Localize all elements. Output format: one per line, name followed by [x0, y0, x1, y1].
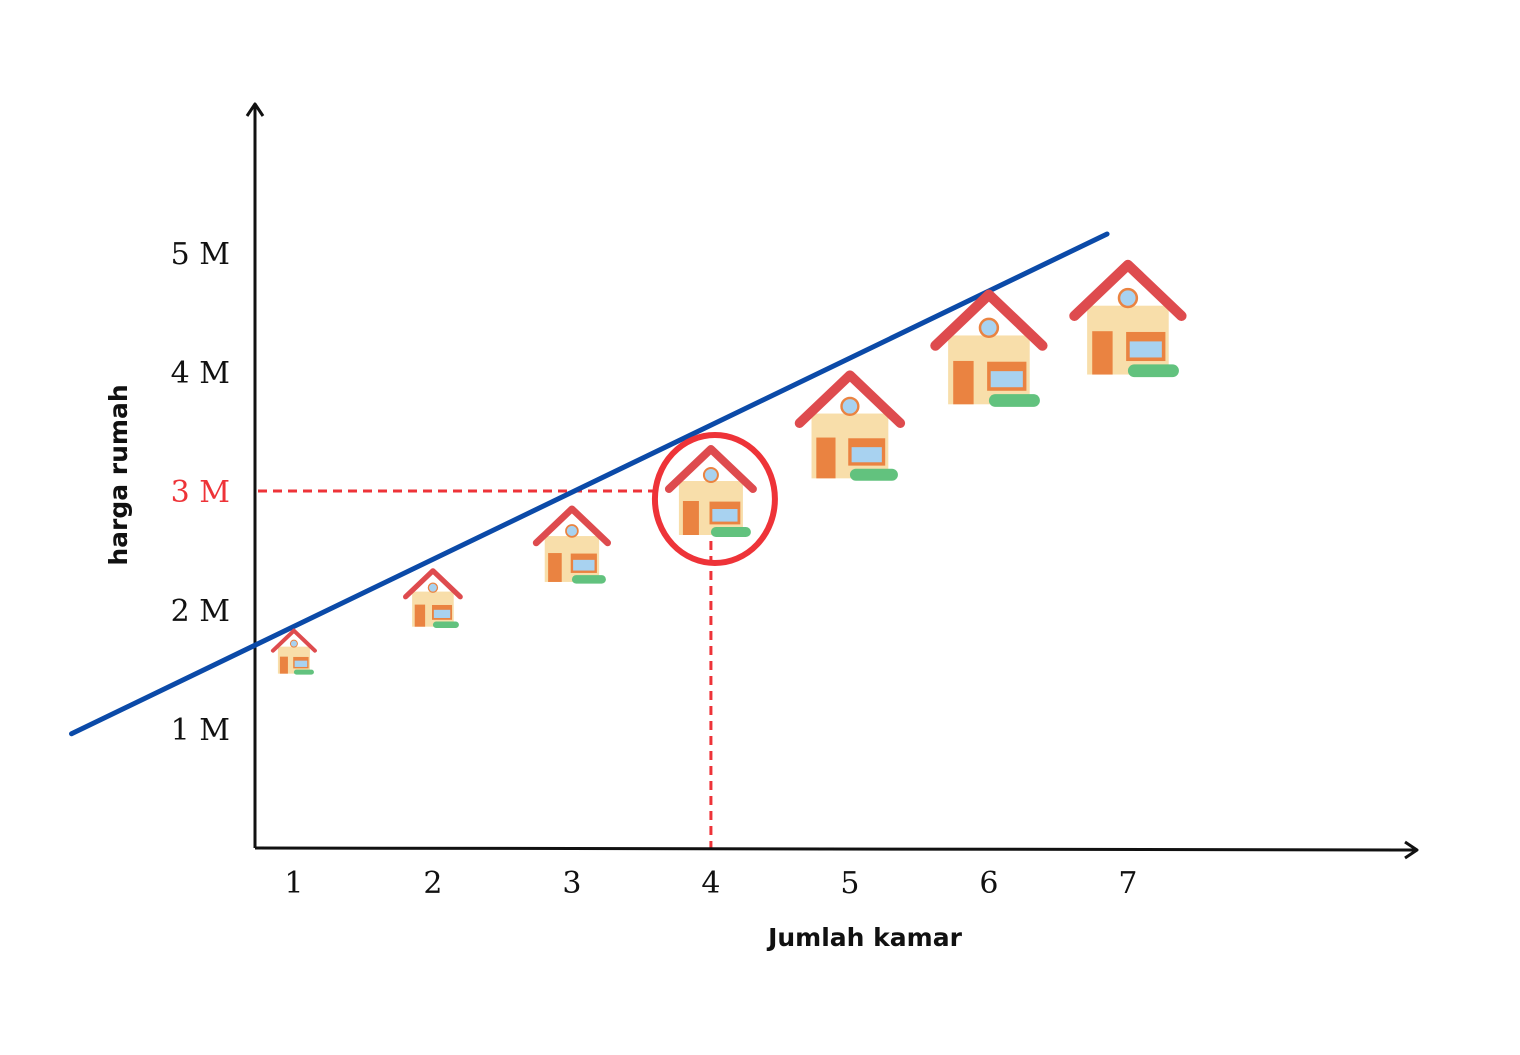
- house-icon-3: [532, 505, 612, 584]
- house-icon-6: [930, 289, 1048, 407]
- x-tick-label: 5: [840, 866, 859, 901]
- x-tick-labels: 1 2 3 4 5 6 7: [284, 866, 1137, 901]
- y-tick-label: 5 M: [171, 237, 230, 272]
- x-tick-label: 4: [701, 866, 720, 901]
- house-round-window: [289, 639, 298, 648]
- highlight-group: [651, 432, 778, 566]
- house-window-awning: [849, 439, 884, 448]
- house-door: [1092, 331, 1113, 375]
- house-door: [414, 604, 426, 627]
- house-window-awning: [988, 363, 1025, 372]
- houses: [270, 259, 1187, 675]
- house-window-awning: [710, 503, 739, 509]
- y-tick-label: 1 M: [171, 713, 230, 748]
- house-icon-7: [1069, 259, 1187, 378]
- house-bush: [988, 394, 1040, 407]
- house-icon-5: [794, 370, 906, 481]
- y-axis-arrow: [245, 102, 265, 117]
- house-bush: [710, 527, 751, 537]
- house-window-awning: [293, 657, 308, 661]
- house-door: [953, 360, 974, 405]
- house-door: [816, 437, 836, 479]
- y-tick-label: 2 M: [171, 594, 230, 629]
- house-bush: [293, 669, 314, 675]
- house-roof: [270, 628, 317, 653]
- house-bush: [571, 575, 606, 584]
- x-axis-title: Jumlah kamar: [766, 923, 963, 952]
- house-roof: [794, 370, 906, 428]
- y-tick-labels: 1 M 2 M 3 M 4 M 5 M: [171, 237, 230, 748]
- house-round-window: [702, 467, 719, 483]
- house-icon-2: [403, 568, 463, 628]
- house-door: [279, 656, 288, 674]
- house-round-window: [840, 396, 860, 416]
- guide-lines: [258, 489, 713, 848]
- x-tick-label: 2: [423, 866, 442, 901]
- house-icon-4: [664, 445, 757, 537]
- house-door: [682, 501, 699, 535]
- house-roof: [664, 445, 757, 493]
- house-bush: [1127, 364, 1179, 378]
- axes: [245, 102, 1419, 860]
- house-window-awning: [432, 605, 452, 610]
- highlight-circle: [651, 432, 778, 566]
- house-bush: [432, 621, 459, 628]
- x-tick-label: 1: [284, 866, 303, 901]
- x-tick-label: 6: [979, 866, 998, 901]
- house-roof: [403, 568, 463, 600]
- house-window-awning: [1127, 333, 1164, 342]
- x-tick-label: 3: [562, 866, 581, 901]
- house-icon-1: [270, 628, 317, 675]
- house-round-window: [978, 317, 1000, 339]
- x-tick-label: 7: [1118, 866, 1137, 901]
- trend-line-group: [69, 231, 1110, 737]
- house-roof: [930, 289, 1048, 351]
- y-axis-title: harga rumah: [104, 384, 133, 565]
- house-roof: [1069, 259, 1187, 322]
- house-window-awning: [571, 554, 596, 560]
- house-round-window: [565, 524, 579, 538]
- trend-line: [69, 231, 1110, 737]
- house-door: [548, 553, 562, 582]
- house-roof: [532, 505, 612, 547]
- house-round-window: [1117, 287, 1139, 309]
- y-tick-label: 4 M: [171, 356, 230, 391]
- x-axis: [254, 846, 1418, 852]
- x-axis-arrow: [1404, 840, 1419, 860]
- y-tick-label: 3 M: [171, 475, 230, 510]
- house-round-window: [427, 582, 439, 593]
- house-bush: [849, 468, 898, 481]
